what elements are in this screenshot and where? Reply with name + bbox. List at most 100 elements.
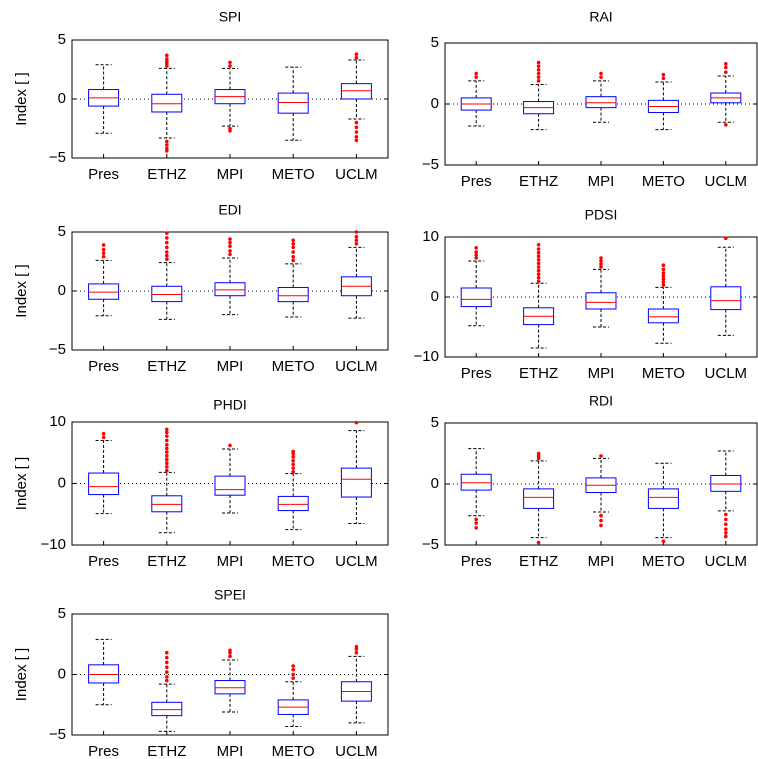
outlier	[599, 259, 603, 263]
whisker-low	[95, 494, 112, 515]
outlier	[291, 238, 296, 243]
whisker-low	[348, 701, 365, 724]
outlier	[661, 539, 666, 544]
y-tick-label: 0	[58, 474, 66, 491]
outlier	[599, 71, 603, 76]
outlier	[536, 75, 541, 79]
outlier	[291, 470, 296, 474]
x-tick-label: UCLM	[705, 365, 748, 382]
panel-title: SPEI	[214, 587, 246, 603]
y-tick-label: 5	[431, 34, 439, 51]
outlier	[599, 256, 603, 260]
box	[647, 488, 679, 509]
x-tick-label: METO	[642, 553, 685, 570]
whisker-high	[717, 450, 734, 476]
box	[585, 96, 617, 109]
box	[88, 472, 120, 496]
x-tick-label: UCLM	[335, 743, 378, 759]
y-tick-label: −5	[422, 156, 439, 173]
x-tick-label: Pres	[461, 365, 492, 382]
outlier	[536, 451, 541, 456]
box	[340, 83, 372, 100]
panel-title: PHDI	[213, 397, 246, 413]
whisker-high	[158, 471, 175, 496]
outlier	[724, 61, 728, 66]
outlier	[724, 512, 728, 517]
whisker-low	[158, 111, 175, 139]
outlier	[354, 644, 359, 649]
outlier	[536, 276, 541, 280]
outlier	[101, 243, 106, 247]
whisker-low	[95, 682, 112, 706]
panel: SPEI Index [ ] −5 0 5 Pres ETHZ MPI METO UCLM	[13, 587, 389, 759]
outlier	[536, 243, 541, 247]
panel: PHDI Index [ ] −10 0 10 Pres ETHZ MPI METO UCLM	[13, 397, 389, 570]
outlier	[599, 454, 603, 458]
panel-title: RAI	[589, 9, 612, 25]
whisker-high	[468, 448, 485, 475]
outlier	[474, 526, 479, 530]
whisker-high	[530, 282, 547, 308]
whisker-high	[222, 448, 238, 477]
x-tick-label: ETHZ	[147, 358, 186, 375]
outlier	[291, 254, 296, 259]
y-axis-label: Index [ ]	[13, 72, 30, 125]
whisker-low	[158, 715, 175, 732]
whisker-high	[348, 655, 365, 682]
whisker-low	[717, 102, 734, 123]
whisker-low	[593, 492, 609, 513]
outlier	[291, 449, 296, 454]
outlier	[291, 455, 296, 459]
box	[585, 292, 617, 310]
outlier	[724, 65, 728, 70]
box	[277, 495, 309, 512]
outlier	[661, 72, 666, 77]
x-tick-label: UCLM	[335, 553, 378, 570]
outlier	[724, 527, 728, 531]
outlier	[228, 129, 232, 133]
box	[151, 285, 183, 303]
whisker-low	[468, 490, 485, 517]
whisker-high	[158, 683, 175, 703]
box	[214, 680, 246, 695]
x-tick-label: UCLM	[335, 358, 378, 375]
whisker-low	[655, 112, 672, 131]
outlier	[354, 138, 359, 143]
outlier	[474, 71, 479, 76]
outlier	[724, 122, 728, 127]
whisker-high	[95, 64, 112, 90]
whisker-low	[530, 324, 547, 349]
whisker-high	[348, 246, 365, 277]
outlier	[165, 231, 169, 235]
outlier	[354, 234, 359, 239]
outlier	[291, 242, 296, 246]
box	[88, 664, 120, 684]
outlier	[354, 125, 359, 130]
x-tick-label: MPI	[217, 553, 244, 570]
outlier	[228, 654, 232, 659]
whisker-low	[348, 295, 365, 319]
x-tick-label: ETHZ	[147, 166, 186, 183]
outlier	[536, 258, 541, 262]
whisker-high	[285, 681, 302, 700]
outlier	[354, 134, 359, 139]
outlier	[354, 650, 359, 655]
outlier	[165, 57, 169, 61]
x-tick-label: ETHZ	[519, 553, 558, 570]
y-tick-label: 0	[431, 95, 439, 112]
x-tick-label: METO	[642, 365, 685, 382]
y-tick-label: −5	[49, 726, 66, 743]
outlier	[536, 247, 541, 251]
y-axis-label: Index [ ]	[13, 457, 30, 510]
outlier	[599, 513, 603, 518]
outlier	[165, 253, 169, 258]
outlier	[474, 521, 479, 525]
whisker-low	[655, 322, 672, 344]
outlier	[291, 667, 296, 672]
outlier	[101, 254, 106, 259]
outlier	[474, 517, 479, 522]
y-tick-label: 10	[49, 413, 66, 430]
outlier	[165, 245, 169, 250]
whisker-high	[717, 75, 734, 94]
